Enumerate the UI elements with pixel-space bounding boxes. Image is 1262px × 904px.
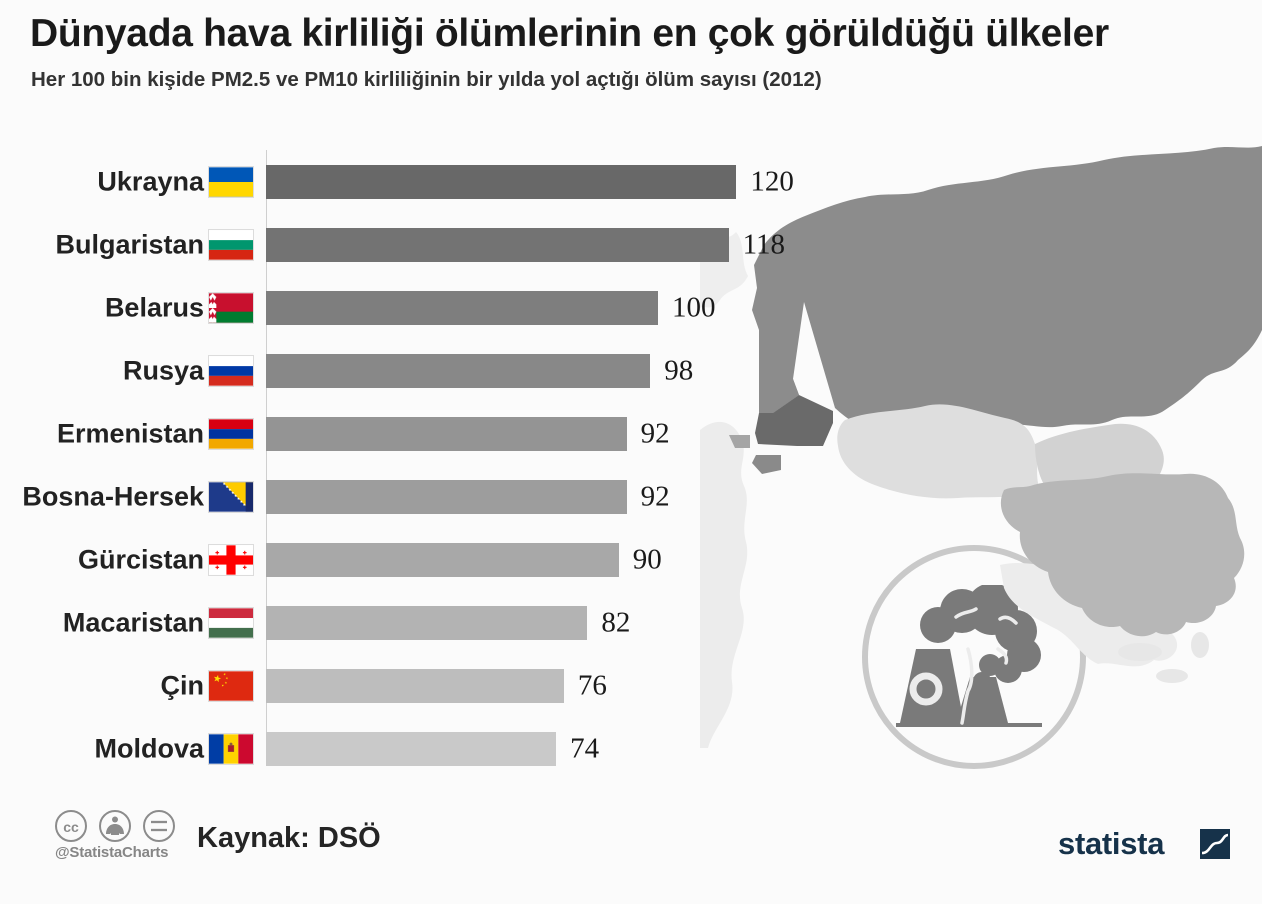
svg-text:cc: cc (63, 819, 79, 835)
svg-text:statista: statista (1058, 826, 1165, 861)
